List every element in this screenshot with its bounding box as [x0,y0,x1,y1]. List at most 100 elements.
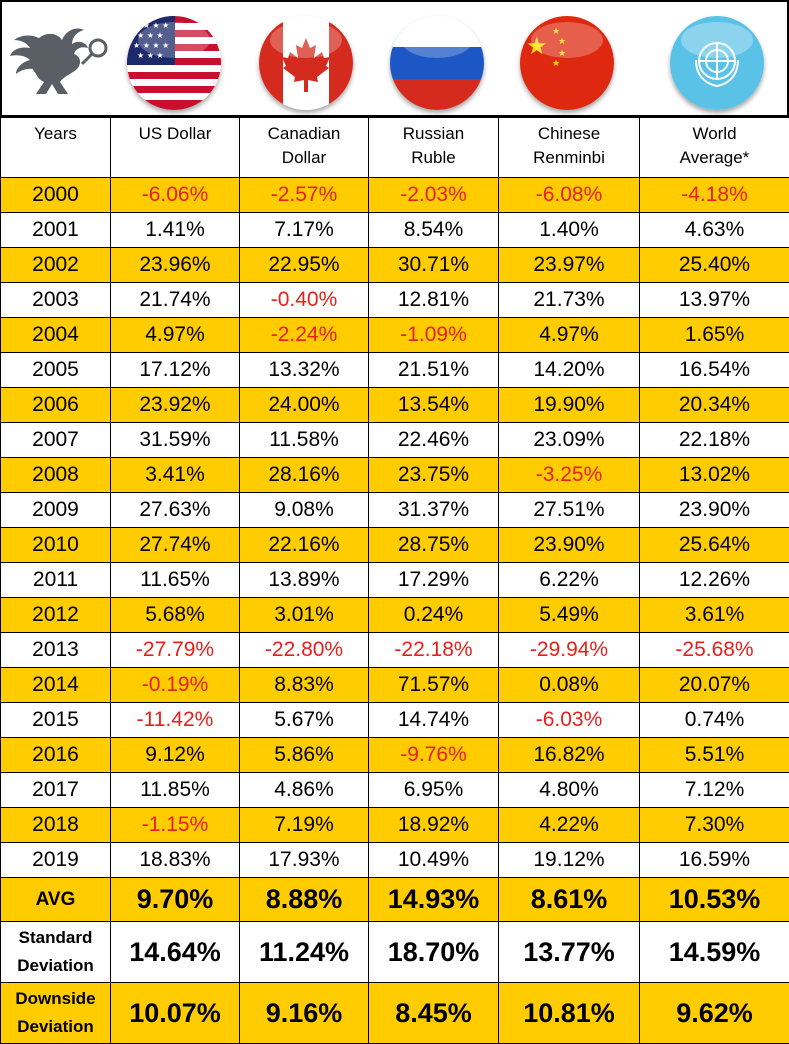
return-cell: 13.02% [640,458,789,493]
return-cell: 30.71% [369,248,499,283]
return-cell: 0.24% [369,598,499,633]
return-cell: -6.06% [111,178,240,213]
col-header-world-average: World Average* [640,118,789,178]
year-cell: 2012 [1,598,111,633]
return-cell: 23.90% [640,493,789,528]
return-cell: 12.81% [369,283,499,318]
flag-header: ★ ★ ★ ★★ ★ ★ ★ ★ ★ ★★ ★ ★ [0,0,789,117]
return-cell: 6.95% [369,773,499,808]
year-cell: 2007 [1,423,111,458]
return-cell: 9.08% [240,493,369,528]
return-cell: 8.54% [369,213,499,248]
return-cell: -6.08% [499,178,640,213]
return-cell: -0.40% [240,283,369,318]
return-cell: 13.32% [240,353,369,388]
year-cell: 2002 [1,248,111,283]
return-cell: 5.51% [640,738,789,773]
return-cell: 7.17% [240,213,369,248]
return-cell: 25.64% [640,528,789,563]
table-row: 2013-27.79%-22.80%-22.18%-29.94%-25.68% [1,633,789,668]
return-cell: 23.90% [499,528,640,563]
return-cell: 6.22% [499,563,640,598]
col-header-years: Years [1,118,111,178]
return-cell: 11.58% [240,423,369,458]
return-cell: 13.97% [640,283,789,318]
return-cell: 25.40% [640,248,789,283]
summary-label: Downside Deviation [1,983,111,1044]
return-cell: 17.93% [240,843,369,878]
return-cell: -29.94% [499,633,640,668]
return-cell: 5.68% [111,598,240,633]
return-cell: 28.75% [369,528,499,563]
year-cell: 2015 [1,703,111,738]
return-cell: -0.19% [111,668,240,703]
year-cell: 2019 [1,843,111,878]
year-cell: 2011 [1,563,111,598]
year-cell: 2018 [1,808,111,843]
return-cell: 23.09% [499,423,640,458]
return-cell: 9.12% [111,738,240,773]
year-cell: 2014 [1,668,111,703]
return-cell: 18.83% [111,843,240,878]
return-cell: -1.09% [369,318,499,353]
header-row: Years US Dollar Canadian Dollar Russian … [1,118,789,178]
return-cell: 23.96% [111,248,240,283]
return-cell: 22.46% [369,423,499,458]
return-cell: 3.61% [640,598,789,633]
return-cell: 4.80% [499,773,640,808]
return-cell: 27.51% [499,493,640,528]
return-cell: 20.34% [640,388,789,423]
return-cell: 3.01% [240,598,369,633]
griffin-logo-icon [6,22,112,102]
col-header-russian-ruble: Russian Ruble [369,118,499,178]
return-cell: 24.00% [240,388,369,423]
summary-value: 14.59% [640,922,789,983]
return-cell: 4.22% [499,808,640,843]
canada-flag-icon [259,16,353,110]
summary-value: 13.77% [499,922,640,983]
return-cell: 4.97% [111,318,240,353]
year-cell: 2013 [1,633,111,668]
return-cell: 16.59% [640,843,789,878]
return-cell: 5.86% [240,738,369,773]
return-cell: 21.51% [369,353,499,388]
table-row: 2018-1.15%7.19%18.92%4.22%7.30% [1,808,789,843]
return-cell: -6.03% [499,703,640,738]
return-cell: 27.74% [111,528,240,563]
return-cell: -4.18% [640,178,789,213]
return-cell: -11.42% [111,703,240,738]
return-cell: 28.16% [240,458,369,493]
return-cell: 18.92% [369,808,499,843]
return-cell: 22.95% [240,248,369,283]
united-nations-flag-icon [670,16,764,110]
summary-value: 10.81% [499,983,640,1044]
summary-value: 10.53% [640,878,789,922]
year-cell: 2001 [1,213,111,248]
year-cell: 2005 [1,353,111,388]
return-cell: 7.12% [640,773,789,808]
return-cell: 10.49% [369,843,499,878]
summary-value: 14.93% [369,878,499,922]
return-cell: 31.37% [369,493,499,528]
return-cell: 13.89% [240,563,369,598]
return-cell: 21.74% [111,283,240,318]
return-cell: -2.24% [240,318,369,353]
return-cell: 23.75% [369,458,499,493]
return-cell: 14.74% [369,703,499,738]
return-cell: 4.97% [499,318,640,353]
return-cell: 7.30% [640,808,789,843]
return-cell: -9.76% [369,738,499,773]
year-cell: 2016 [1,738,111,773]
return-cell: 14.20% [499,353,640,388]
return-cell: 20.07% [640,668,789,703]
summary-value: 9.70% [111,878,240,922]
year-cell: 2000 [1,178,111,213]
